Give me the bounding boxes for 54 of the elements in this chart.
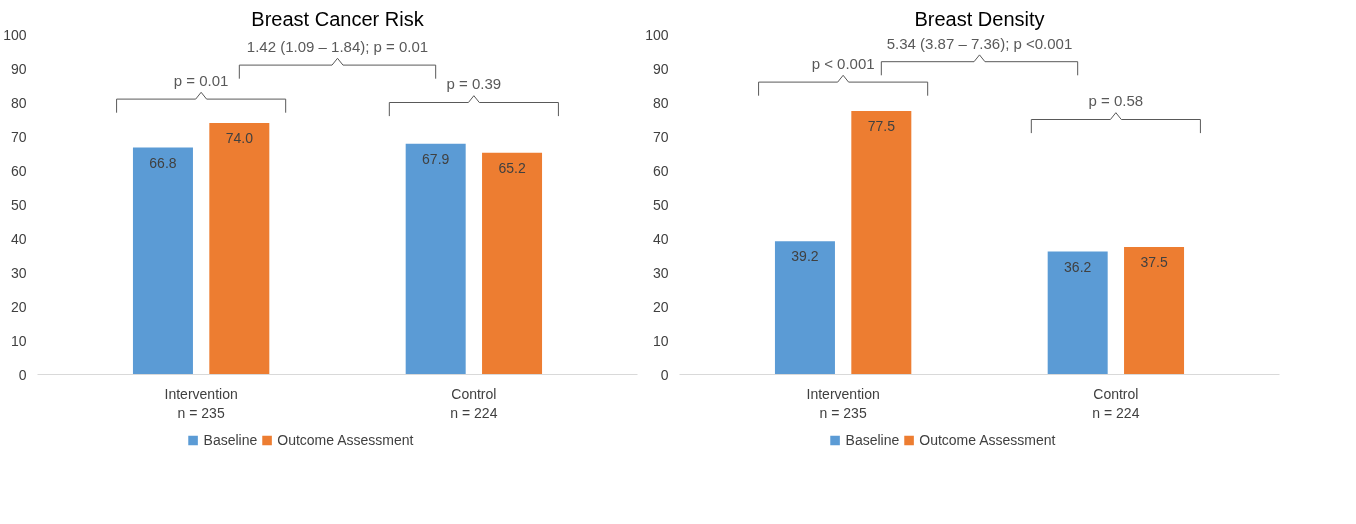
y-tick-label: 80 [10, 94, 27, 111]
bar [209, 122, 270, 375]
data-label: 37.5 [1140, 254, 1168, 271]
bar [1047, 251, 1108, 375]
bar [851, 111, 912, 375]
y-tick-label: 60 [10, 162, 27, 179]
data-label: 66.8 [149, 154, 177, 171]
y-tick-label: 100 [645, 26, 669, 43]
y-tick-label: 90 [10, 60, 27, 77]
y-tick-label: 60 [652, 162, 669, 179]
chart-title: Breast Cancer Risk [251, 7, 425, 30]
y-tick-label: 10 [10, 332, 27, 349]
data-label: 67.9 [422, 150, 450, 167]
data-label: 77.5 [867, 118, 896, 135]
y-tick-label: 0 [660, 366, 669, 383]
bar [774, 241, 835, 375]
legend-label: Baseline [203, 432, 258, 448]
y-tick-label: 20 [10, 298, 27, 315]
legend-label: Outcome Assessment [277, 432, 414, 448]
bar [1124, 247, 1185, 375]
y-tick-label: 40 [652, 230, 669, 247]
x-tick-label: Control n = 224 [450, 385, 498, 421]
x-tick-label: Intervention n = 235 [164, 385, 238, 421]
data-label: 36.2 [1064, 258, 1092, 275]
x-tick-label: Intervention n = 235 [806, 385, 880, 421]
y-tick-label: 30 [10, 264, 27, 281]
y-tick-label: 30 [652, 264, 669, 281]
bar [405, 143, 466, 375]
annotation: p = 0.01 [173, 71, 229, 89]
x-tick-label: Control n = 224 [1092, 385, 1140, 421]
y-tick-label: 50 [652, 196, 669, 213]
y-tick-label: 50 [10, 196, 27, 213]
y-tick-label: 40 [10, 230, 27, 247]
y-tick-label: 80 [652, 94, 669, 111]
annotation: p = 0.58 [1088, 92, 1144, 110]
data-label: 65.2 [498, 160, 526, 177]
annotation: 1.42 (1.09 – 1.84); p = 0.01 [246, 37, 429, 55]
y-tick-label: 10 [652, 332, 669, 349]
data-label: 39.2 [791, 248, 819, 265]
legend-label: Baseline [845, 432, 900, 448]
chart-title: Breast Density [914, 7, 1045, 30]
y-tick-label: 0 [18, 366, 27, 383]
y-tick-label: 70 [652, 128, 669, 145]
legend-label: Outcome Assessment [919, 432, 1056, 448]
data-label: 74.0 [225, 130, 254, 147]
annotation: p = 0.39 [446, 75, 502, 93]
bar [482, 152, 543, 375]
bar [132, 147, 193, 375]
y-tick-label: 70 [10, 128, 27, 145]
y-tick-label: 90 [652, 60, 669, 77]
y-tick-label: 20 [652, 298, 669, 315]
annotation: 5.34 (3.87 – 7.36); p <0.001 [886, 34, 1073, 52]
y-tick-label: 100 [3, 26, 27, 43]
annotation: p < 0.001 [811, 54, 875, 72]
